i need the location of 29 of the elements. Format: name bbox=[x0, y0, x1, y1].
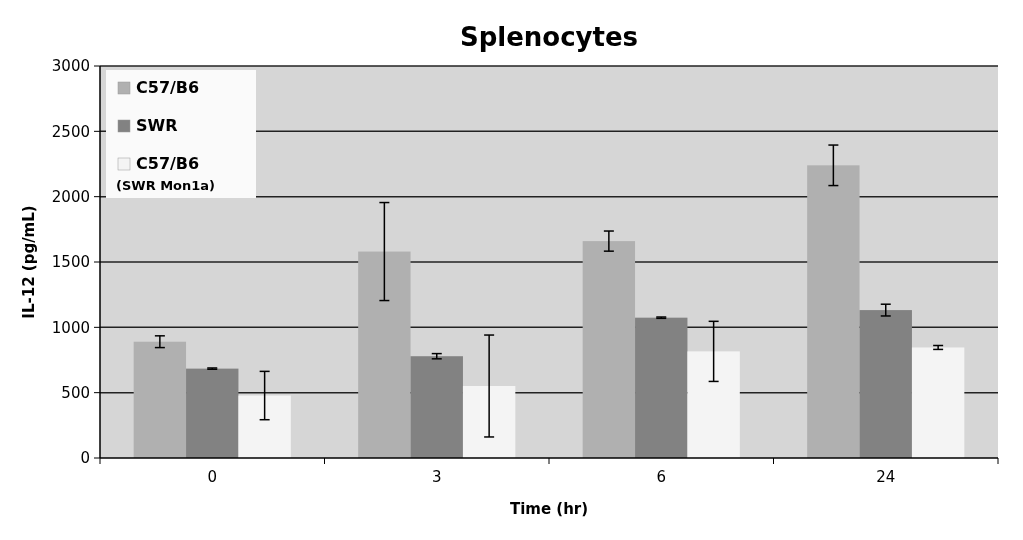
bar bbox=[410, 356, 463, 458]
y-tick-label: 1000 bbox=[51, 318, 90, 337]
bar bbox=[358, 251, 411, 458]
x-tick-label: 24 bbox=[876, 468, 896, 486]
y-tick-label: 2000 bbox=[51, 187, 90, 206]
bar bbox=[582, 241, 636, 458]
bar bbox=[462, 386, 516, 458]
y-tick-label: 2500 bbox=[51, 122, 90, 141]
bar bbox=[807, 165, 860, 458]
legend-label: C57/B6 bbox=[136, 78, 200, 97]
chart-title: Splenocytes bbox=[459, 22, 639, 52]
y-tick-label: 1500 bbox=[51, 253, 90, 272]
x-tick-label: 6 bbox=[656, 468, 667, 486]
x-tick-label: 3 bbox=[431, 468, 442, 486]
bar bbox=[859, 310, 912, 458]
y-tick-label: 0 bbox=[80, 449, 90, 468]
bar bbox=[186, 368, 239, 458]
y-tick-label: 500 bbox=[61, 383, 90, 402]
legend-label: SWR bbox=[136, 116, 178, 135]
x-axis-title: Time (hr) bbox=[509, 500, 589, 518]
legend-label: C57/B6 (SWR Mon1a) bbox=[116, 154, 216, 193]
bar bbox=[911, 347, 965, 458]
bar bbox=[238, 395, 291, 458]
bar bbox=[635, 317, 688, 458]
bar bbox=[687, 351, 740, 458]
y-axis-title: IL-12 (pg/mL) bbox=[20, 205, 38, 319]
x-tick-label: 0 bbox=[207, 468, 218, 486]
y-tick-label: 3000 bbox=[51, 57, 90, 76]
bar bbox=[133, 341, 187, 458]
